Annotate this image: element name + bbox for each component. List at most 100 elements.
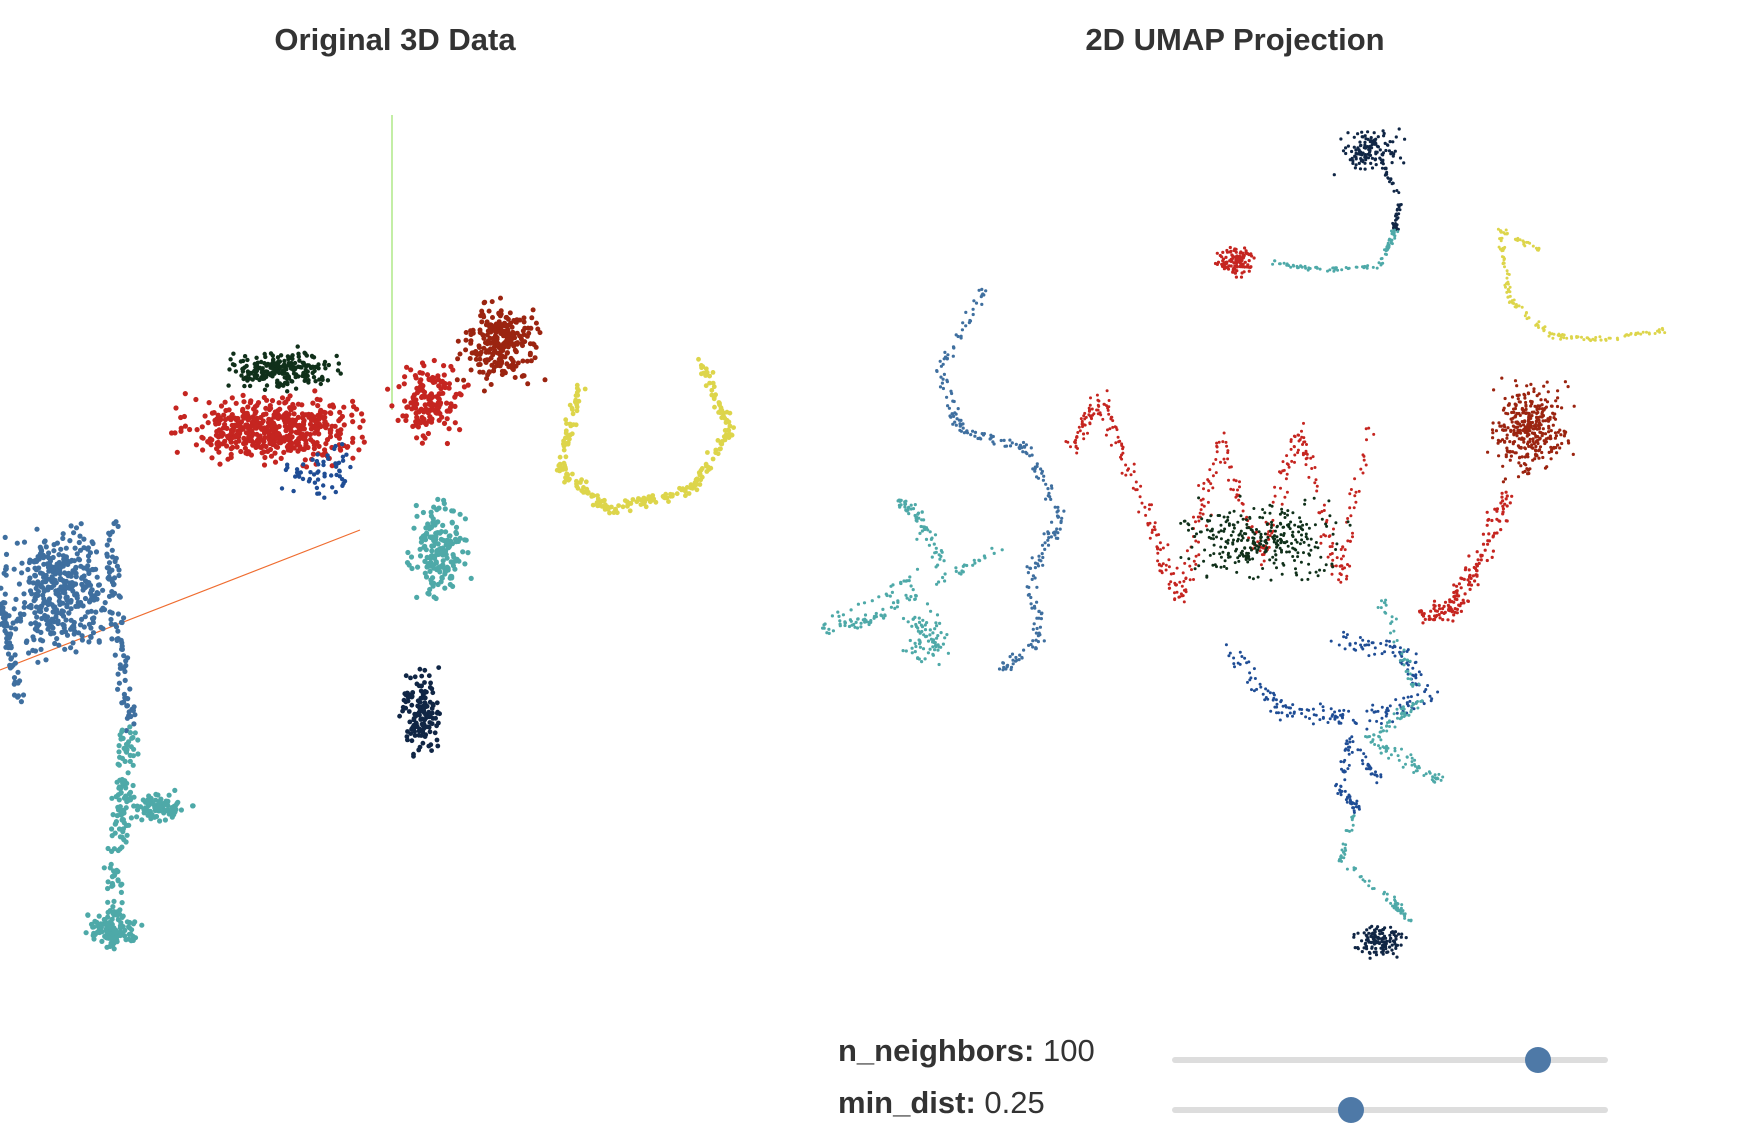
umap-2d-scatter[interactable]	[780, 90, 1750, 1020]
scatter-point	[436, 417, 442, 423]
scatter-point	[1369, 139, 1373, 143]
scatter-point	[923, 628, 928, 632]
scatter-point	[1304, 535, 1308, 539]
scatter-point	[973, 430, 978, 434]
scatter-point	[330, 485, 335, 490]
scatter-point	[1367, 147, 1371, 152]
scatter-point	[43, 544, 49, 550]
scatter-point	[314, 459, 320, 464]
scatter-point	[173, 405, 179, 411]
scatter-point	[1029, 602, 1033, 606]
scatter-point	[1089, 414, 1093, 418]
scatter-point	[1455, 597, 1459, 602]
scatter-point	[1452, 595, 1456, 599]
scatter-point	[410, 394, 416, 400]
scatter-point	[1503, 265, 1506, 269]
scatter-point	[989, 433, 993, 437]
scatter-point	[1370, 166, 1375, 170]
scatter-point	[1029, 642, 1033, 647]
scatter-point	[277, 406, 283, 412]
scatter-point	[1169, 580, 1173, 584]
scatter-point	[1309, 456, 1313, 460]
scatter-point	[1327, 499, 1331, 503]
scatter-point	[415, 703, 421, 709]
scatter-point	[83, 579, 90, 585]
scatter-point	[909, 584, 913, 588]
scatter-point	[1460, 577, 1464, 581]
scatter-point	[262, 351, 267, 357]
scatter-point	[1510, 494, 1514, 498]
scatter-point	[305, 373, 310, 379]
scatter-point	[1280, 502, 1284, 506]
scatter-point	[1245, 515, 1249, 519]
scatter-point	[1131, 486, 1135, 490]
scatter-point	[647, 499, 653, 505]
scatter-point	[855, 626, 860, 630]
scatter-point	[442, 380, 448, 387]
scatter-point	[1050, 486, 1054, 490]
scatter-point	[992, 551, 996, 556]
scatter-point	[430, 575, 436, 581]
scatter-point	[132, 712, 138, 718]
scatter-point	[281, 435, 287, 441]
scatter-point	[411, 716, 417, 721]
scatter-point	[971, 307, 975, 311]
scatter-point	[310, 354, 315, 359]
scatter-point	[1274, 553, 1278, 557]
scatter-point	[1004, 667, 1008, 671]
scatter-point	[1226, 457, 1230, 461]
scatter-point	[42, 538, 48, 544]
scatter-point	[1501, 504, 1505, 508]
scatter-point	[1247, 551, 1250, 555]
scatter-point	[44, 621, 51, 627]
scatter-point	[1185, 549, 1189, 553]
scatter-point	[1032, 622, 1036, 626]
scatter-point	[1087, 406, 1091, 410]
scatter-point	[1304, 532, 1308, 536]
scatter-point	[1248, 575, 1252, 579]
scatter-point	[60, 613, 67, 619]
scatter-point	[306, 380, 311, 385]
scatter-point	[1232, 526, 1236, 530]
scatter-point	[420, 740, 426, 746]
scatter-point	[463, 537, 469, 543]
scatter-point	[1447, 608, 1451, 612]
scatter-point	[1305, 537, 1309, 541]
scatter-point	[1031, 627, 1035, 631]
scatter-point	[954, 423, 958, 427]
scatter-point	[119, 881, 125, 887]
scatter-point	[485, 338, 491, 344]
scatter-point	[1179, 556, 1183, 559]
scatter-point	[1461, 598, 1465, 602]
scatter-point	[971, 312, 975, 317]
scatter-point	[86, 558, 92, 564]
scatter-point	[561, 447, 567, 453]
scatter-point	[1214, 471, 1218, 475]
scatter-point	[1545, 465, 1549, 469]
scatter-point	[1372, 141, 1376, 145]
scatter-point	[1361, 453, 1365, 457]
scatter-point	[522, 339, 528, 345]
scatter-point	[715, 451, 721, 457]
scatter-point	[1215, 251, 1219, 255]
scatter-point	[454, 377, 460, 383]
scatter-point	[925, 602, 930, 606]
scatter-point	[422, 570, 428, 576]
scatter-point	[1257, 545, 1261, 549]
scatter-point	[968, 319, 973, 323]
scatter-point	[310, 451, 316, 457]
scatter-point	[1363, 134, 1367, 138]
scatter-point	[1389, 178, 1393, 182]
original-3d-scatter[interactable]	[0, 90, 780, 1010]
scatter-point	[1503, 440, 1507, 444]
scatter-point	[295, 448, 301, 454]
scatter-point	[1553, 412, 1557, 416]
scatter-point	[1519, 445, 1523, 450]
scatter-point	[1111, 419, 1115, 423]
scatter-point	[1359, 467, 1363, 471]
scatter-point	[205, 439, 211, 445]
scatter-point	[859, 625, 863, 629]
scatter-point	[107, 943, 113, 950]
scatter-point	[1197, 496, 1201, 500]
scatter-point	[1537, 326, 1540, 329]
